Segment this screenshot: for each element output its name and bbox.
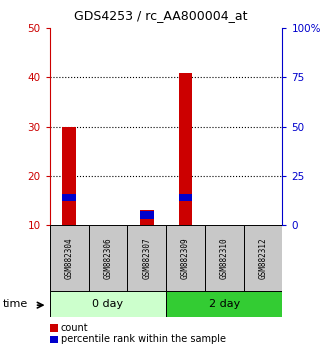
Bar [244, 225, 282, 292]
Bar [50, 291, 166, 317]
Bar [179, 194, 192, 201]
Text: GSM882310: GSM882310 [220, 238, 229, 279]
Text: GSM882307: GSM882307 [142, 238, 151, 279]
Bar [89, 225, 127, 292]
Bar [62, 194, 76, 201]
Text: percentile rank within the sample: percentile rank within the sample [61, 335, 226, 344]
Bar [140, 210, 153, 225]
Bar [62, 126, 76, 225]
Text: GSM882312: GSM882312 [259, 238, 268, 279]
Text: GSM882306: GSM882306 [103, 238, 112, 279]
Bar [140, 211, 153, 219]
Text: count: count [61, 323, 89, 333]
Bar [127, 225, 166, 292]
Text: 0 day: 0 day [92, 299, 124, 309]
Text: GSM882309: GSM882309 [181, 238, 190, 279]
Bar [50, 225, 89, 292]
Bar [166, 291, 282, 317]
Text: time: time [3, 299, 29, 309]
Text: GSM882304: GSM882304 [65, 238, 74, 279]
Bar [179, 73, 192, 225]
Bar [166, 225, 205, 292]
Text: 2 day: 2 day [209, 299, 240, 309]
Bar [205, 225, 244, 292]
Text: GDS4253 / rc_AA800004_at: GDS4253 / rc_AA800004_at [74, 9, 247, 22]
